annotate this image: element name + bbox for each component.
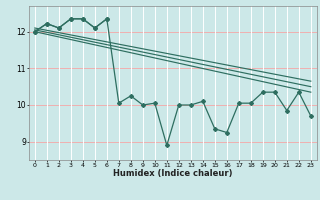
X-axis label: Humidex (Indice chaleur): Humidex (Indice chaleur) <box>113 169 233 178</box>
